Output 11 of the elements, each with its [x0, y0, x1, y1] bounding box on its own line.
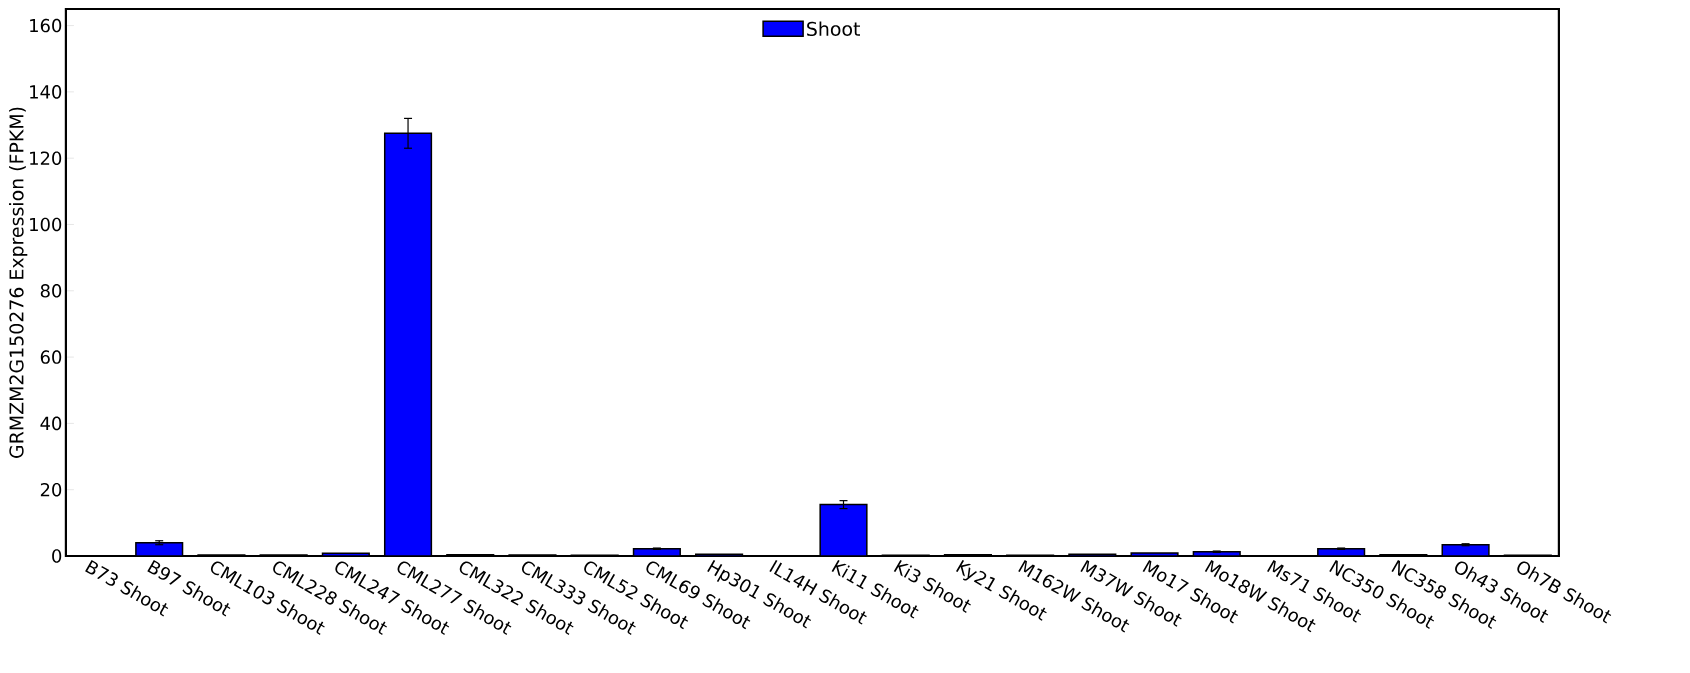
y-tick-label: 20	[40, 482, 62, 497]
y-tick-label: 40	[40, 416, 62, 431]
y-tick-label: 60	[40, 350, 62, 364]
y-tick-label: 140	[30, 85, 62, 99]
y-tick-label: 100	[30, 217, 62, 232]
y-tick-label: 160	[30, 18, 62, 33]
y-tick-label: 0	[52, 549, 62, 563]
y-tick-label: 120	[30, 151, 62, 165]
y-tick-label: 80	[40, 284, 62, 298]
legend-label: Shoot	[807, 21, 860, 37]
y-axis-title: GRMZM2G150276 Expression (FPKM)	[9, 107, 28, 458]
